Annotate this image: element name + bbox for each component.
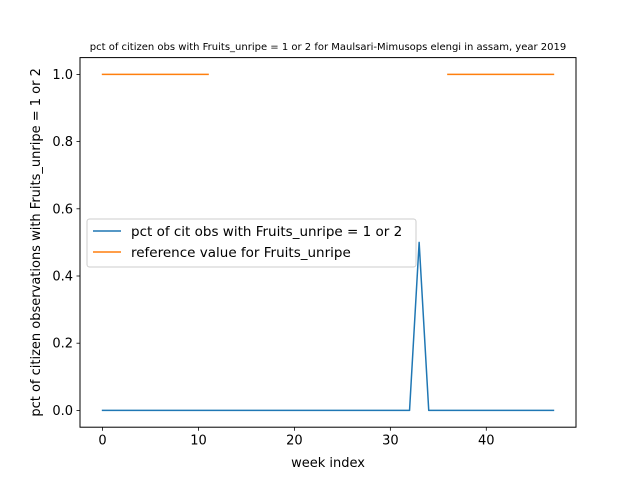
x-tick-label: 10 bbox=[190, 434, 207, 449]
legend-box bbox=[86, 218, 417, 268]
plot-lines bbox=[101, 73, 555, 412]
series-line-0-segment-0 bbox=[101, 241, 555, 412]
x-axis-label: week index bbox=[291, 456, 365, 471]
x-tick-label: 20 bbox=[286, 434, 303, 449]
legend-label-0: pct of cit obs with Fruits_unripe = 1 or… bbox=[131, 224, 402, 240]
legend-label-1: reference value for Fruits_unripe bbox=[131, 245, 351, 261]
y-axis-label: pct of citizen observations with Fruits_… bbox=[29, 68, 44, 417]
y-tick-label: 0.2 bbox=[52, 337, 73, 352]
legend: pct of cit obs with Fruits_unripe = 1 or… bbox=[86, 218, 417, 268]
y-tick-label: 0.6 bbox=[52, 202, 73, 217]
y-tick-label: 0.0 bbox=[52, 404, 73, 419]
x-tick-label: 40 bbox=[478, 434, 495, 449]
plot-frame bbox=[79, 57, 577, 428]
y-tick-label: 0.4 bbox=[52, 270, 73, 285]
x-tick-label: 0 bbox=[98, 434, 106, 449]
x-tick-label: 30 bbox=[382, 434, 399, 449]
chart-title: pct of citizen obs with Fruits_unripe = … bbox=[90, 42, 567, 53]
x-axis: 0 10 20 30 40 bbox=[98, 427, 495, 449]
y-tick-label: 1.0 bbox=[52, 68, 73, 83]
y-tick-label: 0.8 bbox=[52, 135, 73, 150]
y-axis: 0.0 0.2 0.4 0.6 0.8 1.0 bbox=[52, 68, 80, 419]
